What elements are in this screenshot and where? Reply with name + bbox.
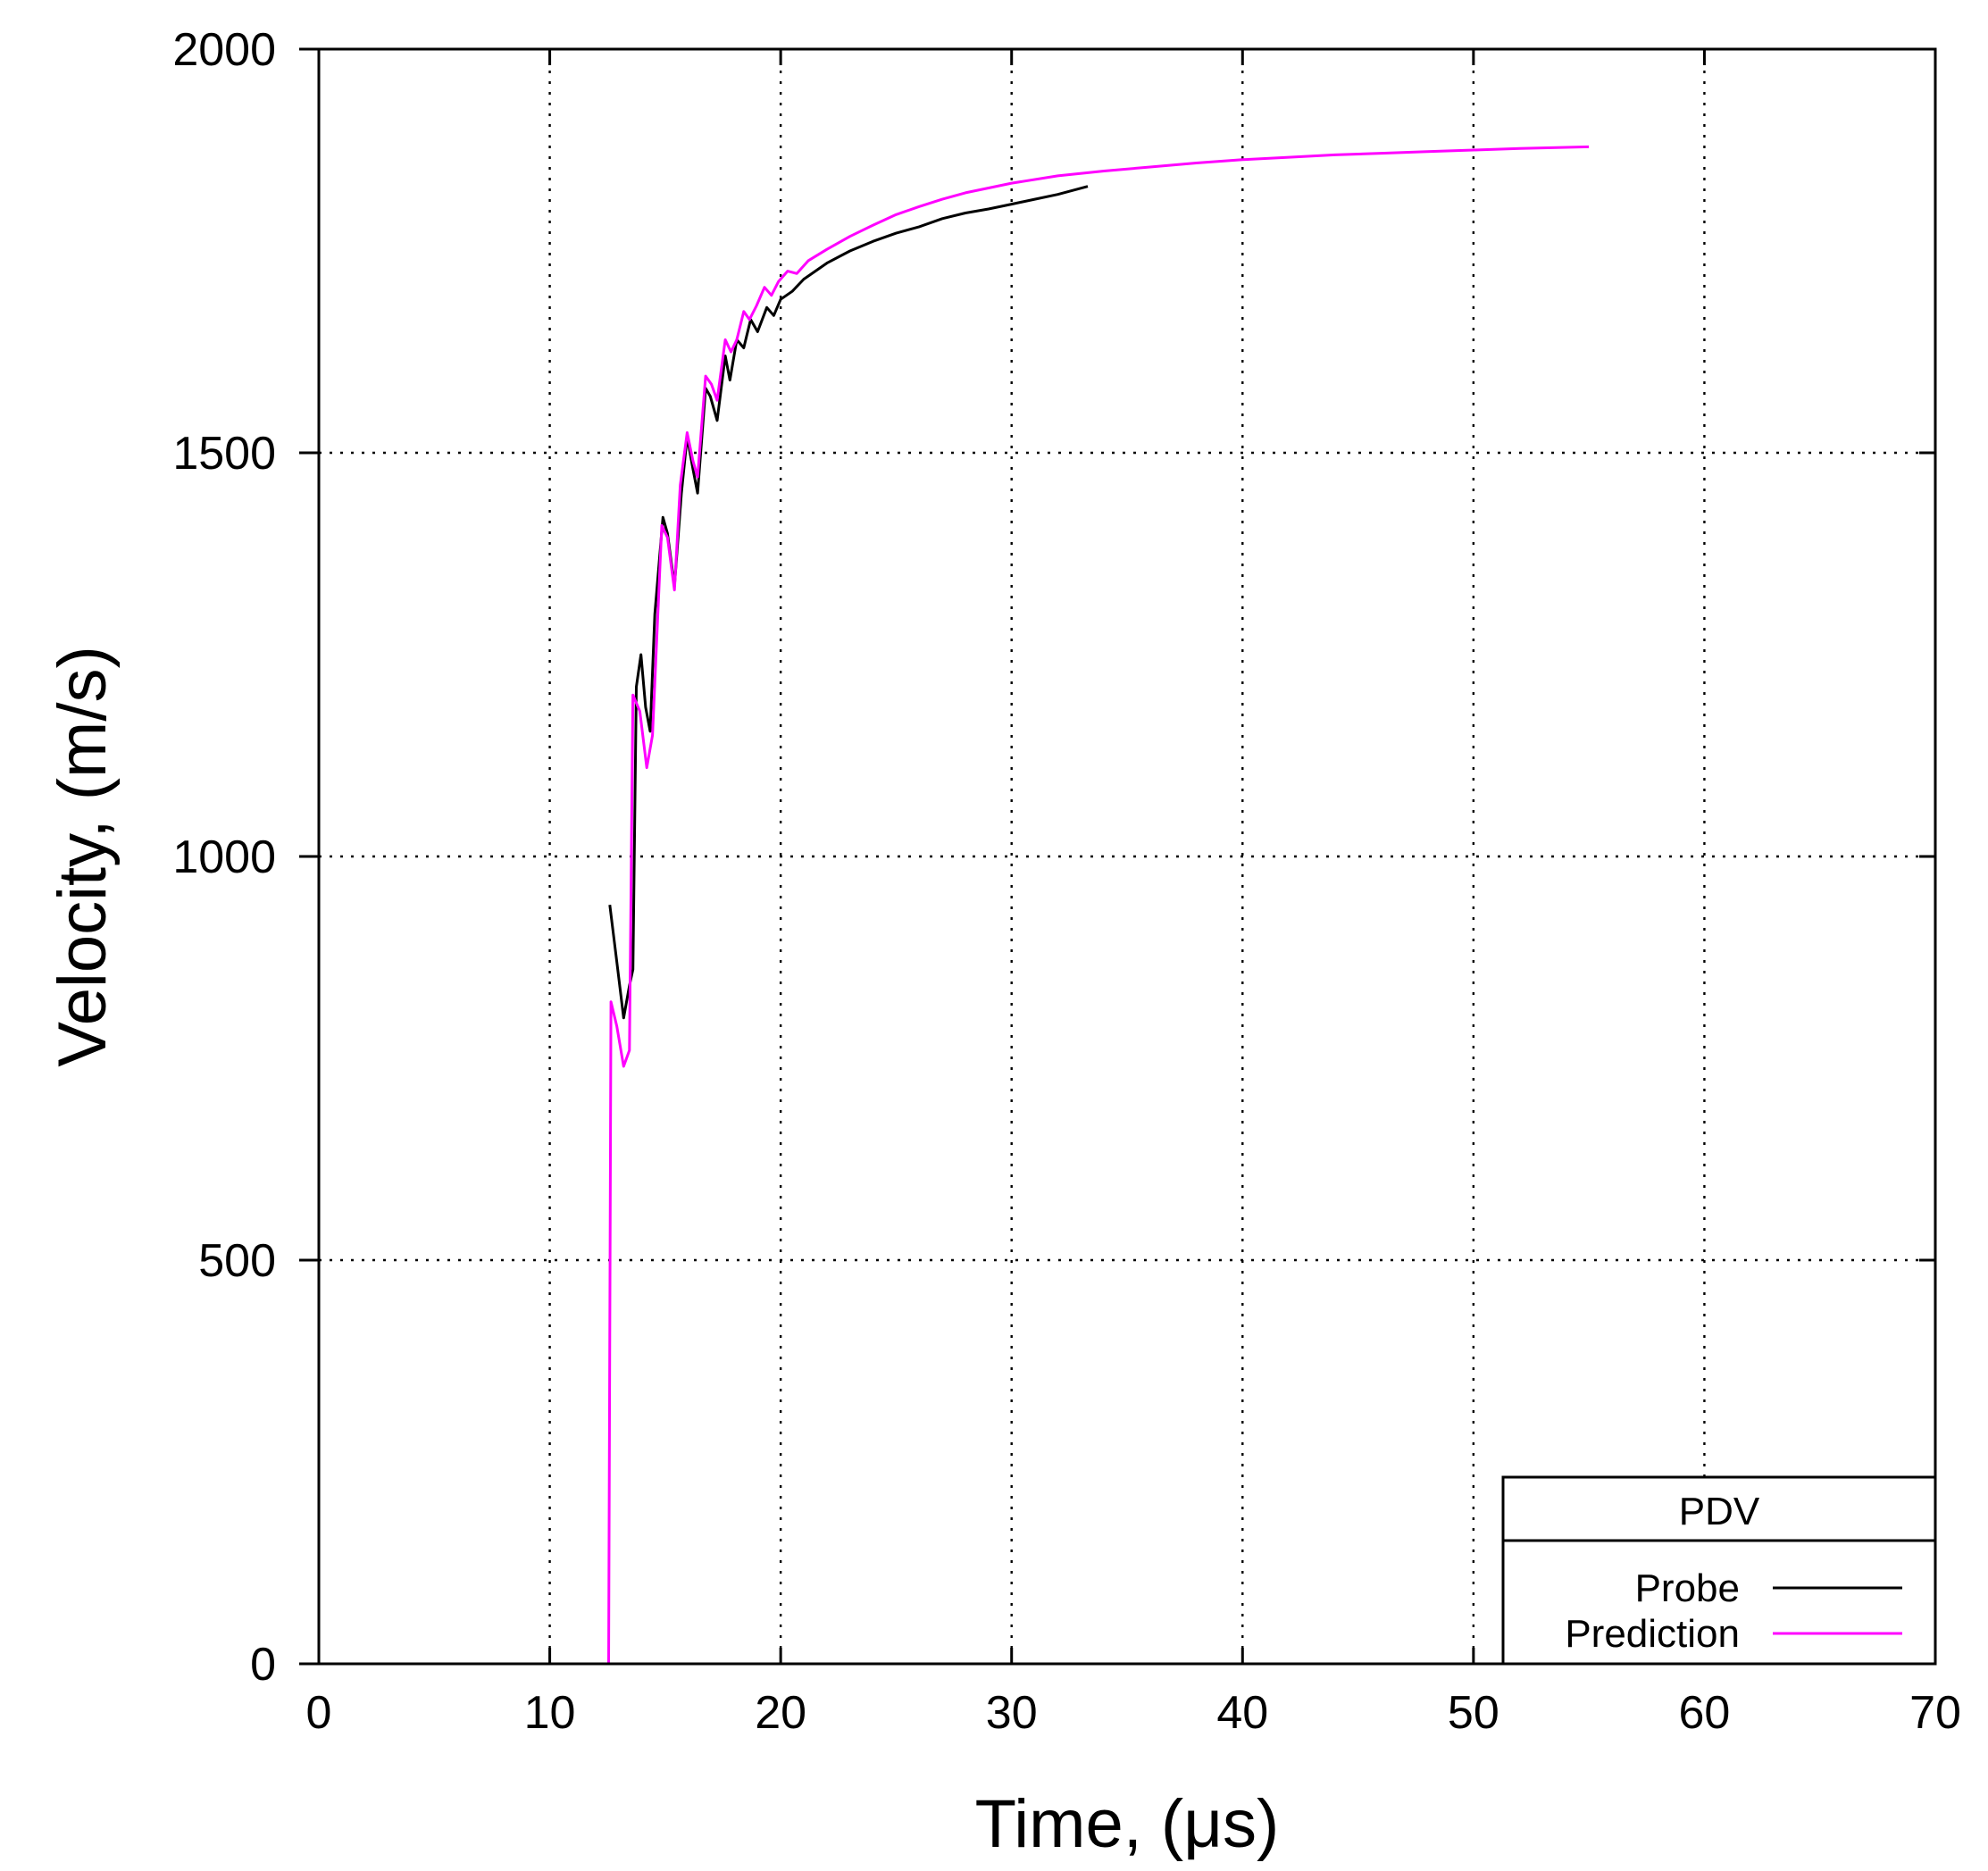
x-tick-label: 50	[1448, 1687, 1499, 1739]
series-line-probe	[608, 185, 1089, 1020]
x-tick-label: 60	[1679, 1687, 1731, 1739]
y-axis-title: Velocity, (m/s)	[45, 646, 121, 1067]
series-layer	[434, 145, 1590, 1666]
series-line-prediction	[434, 145, 1590, 1666]
x-tick-label: 0	[306, 1687, 332, 1739]
x-tick-label: 30	[986, 1687, 1038, 1739]
y-tick-label: 2000	[172, 24, 276, 76]
x-axis-title: Time, (μs)	[975, 1786, 1280, 1862]
legend: PDV Probe Prediction	[1501, 1475, 1937, 1666]
legend-label-prediction: Prediction	[1565, 1612, 1740, 1656]
x-tick-label: 70	[1909, 1687, 1961, 1739]
axis-ticks	[299, 47, 1937, 1666]
y-tick-label: 500	[198, 1235, 276, 1287]
legend-label-probe: Probe	[1635, 1566, 1740, 1610]
y-tick-label: 1000	[172, 831, 276, 883]
x-tick-label: 20	[755, 1687, 806, 1739]
x-tick-label: 10	[524, 1687, 576, 1739]
tick-labels: 0 10 20 30 40 50 60 70 0 500 1000 1500 2000	[172, 24, 1961, 1739]
y-tick-label: 1500	[172, 428, 276, 480]
x-tick-label: 40	[1216, 1687, 1268, 1739]
y-tick-label: 0	[250, 1639, 276, 1691]
legend-title: PDV	[1679, 1490, 1760, 1533]
grid-lines	[319, 49, 1935, 1664]
